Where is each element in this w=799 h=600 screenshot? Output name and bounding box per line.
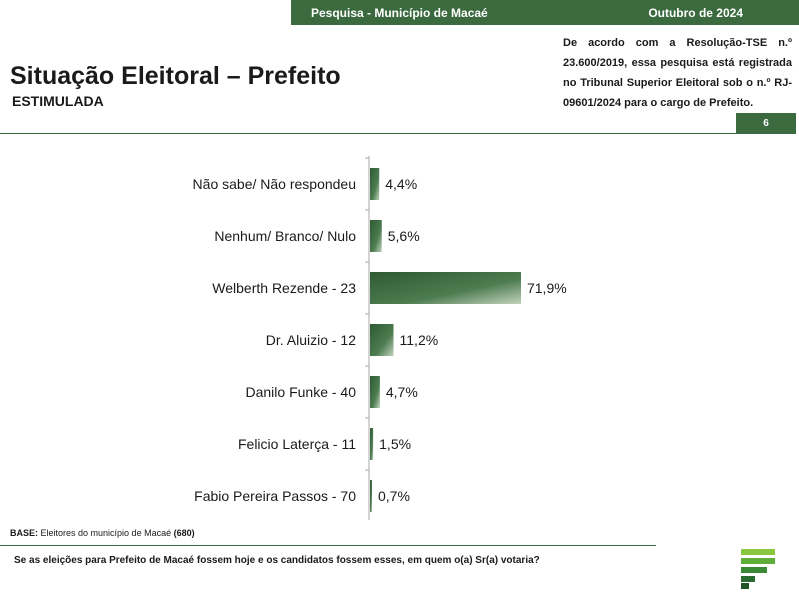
base-note: BASE: Eleitores do município de Macaé (6… <box>10 528 195 538</box>
header-bar: Pesquisa - Município de Macaé Outubro de… <box>291 0 799 25</box>
category-label: Danilo Funke - 40 <box>245 384 356 400</box>
company-logo-icon <box>741 549 775 589</box>
bar <box>370 220 382 252</box>
data-label: 4,4% <box>385 176 417 192</box>
bar <box>370 272 521 304</box>
data-label: 0,7% <box>378 488 410 504</box>
bar <box>370 168 380 200</box>
data-label: 5,6% <box>388 228 420 244</box>
category-label: Felicio Laterça - 11 <box>238 436 356 452</box>
base-count: (680) <box>173 528 195 538</box>
category-label: Fabio Pereira Passos - 70 <box>194 488 356 504</box>
survey-question: Se as eleições para Prefeito de Macaé fo… <box>14 555 540 566</box>
data-label: 1,5% <box>379 436 411 452</box>
survey-date: Outubro de 2024 <box>648 6 743 20</box>
page-subtitle: ESTIMULADA <box>12 93 104 109</box>
base-text: Eleitores do município de Macaé <box>38 528 174 538</box>
registration-note: De acordo com a Resolução-TSE n.º 23.600… <box>563 37 792 109</box>
bar <box>370 480 372 512</box>
data-label: 4,7% <box>386 384 418 400</box>
category-label: Não sabe/ Não respondeu <box>193 176 356 192</box>
category-label: Nenhum/ Branco/ Nulo <box>214 228 356 244</box>
page-number: 6 <box>736 113 796 134</box>
page-title: Situação Eleitoral – Prefeito <box>10 62 341 90</box>
data-label: 71,9% <box>527 280 567 296</box>
bar-chart: Não sabe/ Não respondeu 4,4% Nenhum/ Branc… <box>193 156 567 520</box>
bar <box>370 324 394 356</box>
bar <box>370 428 374 460</box>
survey-name: Pesquisa - Município de Macaé <box>311 6 488 20</box>
category-label: Welberth Rezende - 23 <box>212 280 356 296</box>
footer-divider <box>0 545 656 546</box>
header-divider <box>0 133 736 134</box>
base-label: BASE: <box>10 528 39 538</box>
bar <box>370 376 380 408</box>
category-label: Dr. Aluizio - 12 <box>266 332 356 348</box>
data-label: 11,2% <box>400 332 439 348</box>
